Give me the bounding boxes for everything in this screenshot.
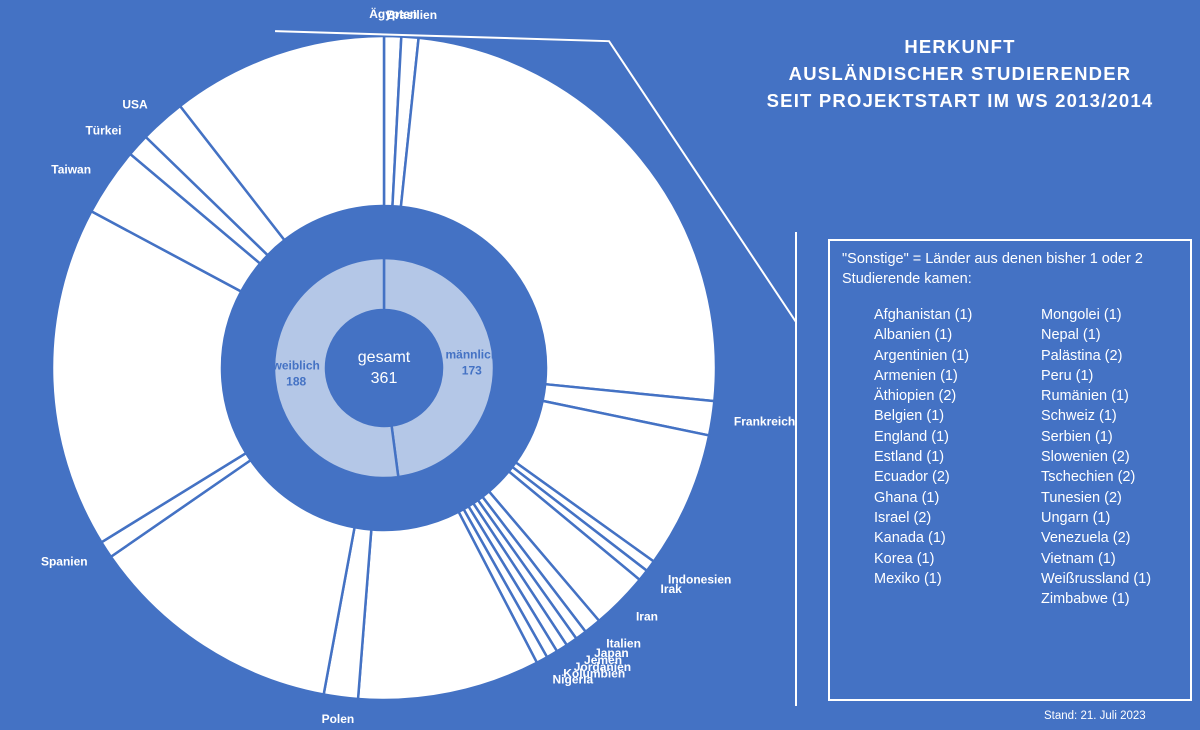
legend-column-right: Mongolei (1) Nepal (1) Palästina (2) Peru (… [1041, 305, 1151, 609]
label-pakistan: Pakistan [420, 659, 469, 673]
gender-slice-0 [382, 256, 496, 479]
gender-label: männlich [445, 347, 498, 361]
gender-value: 188 [286, 375, 306, 389]
label-brasilien: Brasilien [386, 8, 437, 22]
legend-item: Tunesien (2) [1041, 489, 1122, 506]
legend-item: Albanien (1) [874, 327, 953, 344]
label-frankreich: Frankreich [734, 415, 795, 429]
legend-item: Vietnam (1) [1041, 550, 1116, 567]
label-taiwan: Taiwan [51, 162, 91, 176]
label-spanien: Spanien [41, 555, 88, 569]
legend-item: Mongolei (1) [1041, 307, 1122, 323]
legend-item: Rumänien (1) [1041, 388, 1129, 405]
label-iran: Iran [636, 610, 658, 624]
gender-value: 173 [462, 363, 482, 377]
gender-label: weiblich [272, 359, 320, 373]
legend-item: Korea (1) [874, 550, 935, 567]
label-nigeria: Nigeria [552, 672, 593, 686]
legend-item: Estland (1) [874, 449, 945, 466]
legend-item: Serbien (1) [1041, 428, 1113, 445]
legend-item: Slowenien (2) [1041, 449, 1130, 466]
label-jemen: Jemen [584, 653, 622, 667]
label-russland: Russland [192, 616, 246, 630]
legend-item: Palästina (2) [1041, 347, 1123, 364]
label-indien: Indien [645, 483, 680, 497]
stand-date: Stand: 21. Juli 2023 [1044, 710, 1146, 722]
label-indonesien: Indonesien [668, 572, 731, 586]
label-japan: Japan [594, 646, 629, 660]
legend-item: Äthiopien (2) [874, 388, 957, 405]
legend-item: Afghanistan (1) [874, 307, 973, 323]
title-line-1: HERKUNFT [904, 36, 1016, 57]
label-türkei: Türkei [85, 124, 121, 138]
title-line-3: SEIT PROJEKTSTART IM WS 2013/2014 [766, 90, 1154, 111]
legend-item: Venezuela (2) [1041, 530, 1131, 547]
center-value: 361 [371, 370, 398, 387]
legend-item: Peru (1) [1041, 367, 1094, 384]
label-syrien: Syrien [62, 370, 99, 384]
label-kolumbien: Kolumbien [563, 666, 625, 680]
center-circle [326, 310, 442, 426]
legend-item: Argentinien (1) [874, 347, 970, 364]
legend-item: Israel (2) [874, 509, 932, 526]
label-china: China [603, 169, 637, 183]
legend-item: Nepal (1) [1041, 327, 1101, 344]
legend-column-left: Afghanistan (1) Albanien (1) Argentinien (… [874, 305, 972, 589]
center-label: gesamt [358, 349, 411, 366]
legend-item: Mexiko (1) [874, 570, 942, 587]
legend-item: Ecuador (2) [874, 469, 950, 486]
legend-item: Zimbabwe (1) [1041, 591, 1130, 608]
legend-item: Weißrussland (1) [1041, 570, 1152, 587]
chart-title: HERKUNFT AUSLÄNDISCHER STUDIERENDER SEIT… [700, 33, 1200, 114]
legend-item: Schweiz (1) [1041, 408, 1117, 425]
label-italien: Italien [606, 637, 641, 651]
label-usa: USA [122, 97, 148, 111]
sonstige-leader-line [275, 30, 797, 323]
title-line-2: AUSLÄNDISCHER STUDIERENDER [788, 63, 1132, 84]
legend-heading: "Sonstige" = Länder aus denen bisher 1 o… [842, 251, 1143, 287]
legend-item: Belgien (1) [874, 408, 945, 425]
label-jordanien: Jordanien [574, 660, 631, 674]
label-polen: Polen [322, 712, 355, 726]
legend-item: Ungarn (1) [1041, 509, 1111, 526]
legend-item: Ghana (1) [874, 489, 940, 506]
legend-item: England (1) [874, 428, 949, 445]
legend-item: Armenien (1) [874, 367, 958, 384]
label-irak: Irak [660, 582, 682, 596]
legend-item: Kanada (1) [874, 530, 946, 547]
label-ägypten: Ägypten [369, 6, 417, 21]
sonstige-legend-box: "Sonstige" = Länder aus denen bisher 1 o… [828, 239, 1192, 701]
legend-item: Tschechien (2) [1041, 469, 1136, 486]
label-sonstige: Sonstige [260, 73, 311, 87]
